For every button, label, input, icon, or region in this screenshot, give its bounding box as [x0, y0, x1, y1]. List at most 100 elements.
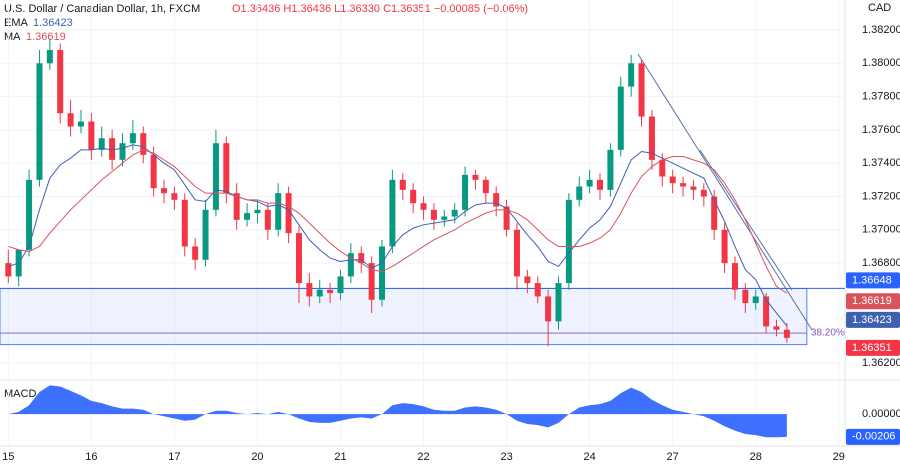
- candle-body: [659, 159, 666, 177]
- currency: CAD: [868, 2, 891, 14]
- candle-body: [586, 179, 593, 187]
- y2-tick-label: 0.00000: [862, 408, 900, 420]
- price-badge-label: 1.36619: [852, 295, 892, 307]
- candle-body: [212, 143, 219, 210]
- candle-body: [399, 179, 406, 190]
- fib-label: 38.20%: [811, 328, 845, 339]
- candle-body: [77, 121, 84, 127]
- candle-body: [88, 121, 95, 150]
- candle-body: [420, 203, 427, 210]
- candle-body: [711, 196, 718, 230]
- candle-body: [462, 174, 469, 210]
- macd-label: MACD: [4, 388, 36, 400]
- candle-body: [36, 63, 43, 180]
- candle-body: [306, 283, 313, 297]
- candle-body: [472, 174, 479, 180]
- candle-body: [264, 209, 271, 230]
- candle-body: [700, 189, 707, 197]
- chart-title: U.S. Dollar / Canadian Dollar, 1h, FXCM: [4, 3, 200, 15]
- x-tick-label: 15: [2, 451, 14, 463]
- price-badge-label: -0.00206: [852, 431, 895, 443]
- trend-line: [699, 149, 793, 291]
- candle-body: [524, 276, 531, 284]
- candle-body: [192, 246, 199, 260]
- candle-body: [337, 276, 344, 294]
- candle-body: [534, 283, 541, 297]
- candle-body: [46, 49, 53, 64]
- y-tick-label: 1.37600: [862, 124, 900, 136]
- candle-body: [441, 216, 448, 220]
- y-tick-label: 1.37000: [862, 224, 900, 236]
- candle-body: [285, 193, 292, 234]
- y-tick-label: 1.37800: [862, 90, 900, 102]
- candle-body: [347, 253, 354, 277]
- price-badge: [846, 293, 900, 310]
- candle-body: [67, 113, 74, 127]
- y-tick-label: 1.36800: [862, 257, 900, 269]
- x-tick-label: 29: [833, 451, 845, 463]
- candle-body: [482, 179, 489, 194]
- candle-body: [327, 289, 334, 294]
- candle-body: [503, 206, 510, 230]
- candle-body: [690, 186, 697, 190]
- candle-body: [254, 209, 261, 214]
- candle-body: [98, 138, 105, 150]
- candle-body: [368, 263, 375, 300]
- legend-label: MA: [4, 31, 21, 43]
- price-pane: 1.36200 1.36800 1.37000 1.37200 1.37400 1.376…: [0, 0, 900, 445]
- price-badge-label: 1.36423: [852, 314, 892, 326]
- legend-value: 1.36423: [33, 17, 73, 29]
- candle-body: [119, 143, 126, 160]
- candle-body: [57, 49, 64, 114]
- candle-body: [410, 189, 417, 204]
- candle-body: [513, 229, 520, 277]
- macd-area: [8, 385, 787, 438]
- candle-body: [223, 143, 230, 194]
- candle-body: [680, 183, 687, 187]
- x-tick-label: 17: [168, 451, 180, 463]
- candle-body: [576, 186, 583, 200]
- y-tick-label: 1.38000: [862, 57, 900, 69]
- quote: O1.36436 H1.36436 L1.36330 C1.36351 −0.0…: [232, 3, 528, 15]
- candle-body: [451, 209, 458, 217]
- candle-body: [545, 296, 552, 322]
- y-tick-label: 1.38200: [862, 24, 900, 36]
- y-tick-label: 1.37400: [862, 157, 900, 169]
- candle-body: [617, 86, 624, 150]
- x-tick-label: 16: [85, 451, 97, 463]
- y-tick-label: 1.37200: [862, 190, 900, 202]
- candle-body: [721, 229, 728, 264]
- candle-body: [752, 296, 759, 304]
- candle-body: [161, 188, 168, 194]
- candle-body: [181, 199, 188, 247]
- candle-body: [389, 179, 396, 247]
- x-tick-label: 27: [667, 451, 679, 463]
- candle-body: [493, 193, 500, 207]
- candle-body: [140, 133, 147, 155]
- x-tick-label: 20: [251, 451, 263, 463]
- candle-body: [742, 289, 749, 304]
- candle-body: [669, 176, 676, 184]
- candle-body: [648, 116, 655, 160]
- candle-body: [379, 246, 386, 300]
- candle-body: [430, 209, 437, 220]
- candle-body: [295, 233, 302, 284]
- candle-body: [5, 263, 12, 277]
- price-badge: [846, 339, 900, 356]
- candle-body: [358, 253, 365, 264]
- candle-body: [628, 63, 635, 87]
- legend-value: 1.36619: [26, 31, 66, 43]
- candle-body: [171, 193, 178, 200]
- x-tick-label: 21: [334, 451, 346, 463]
- x-tick-label: 24: [584, 451, 596, 463]
- candle-body: [244, 213, 251, 220]
- candle-body: [773, 326, 780, 330]
- x-tick-label: 22: [417, 451, 429, 463]
- candle-body: [26, 179, 33, 250]
- candle-body: [607, 149, 614, 190]
- candle-body: [597, 179, 604, 190]
- zone: [0, 288, 808, 346]
- price-badge: [846, 272, 900, 289]
- price-badge: [846, 311, 900, 328]
